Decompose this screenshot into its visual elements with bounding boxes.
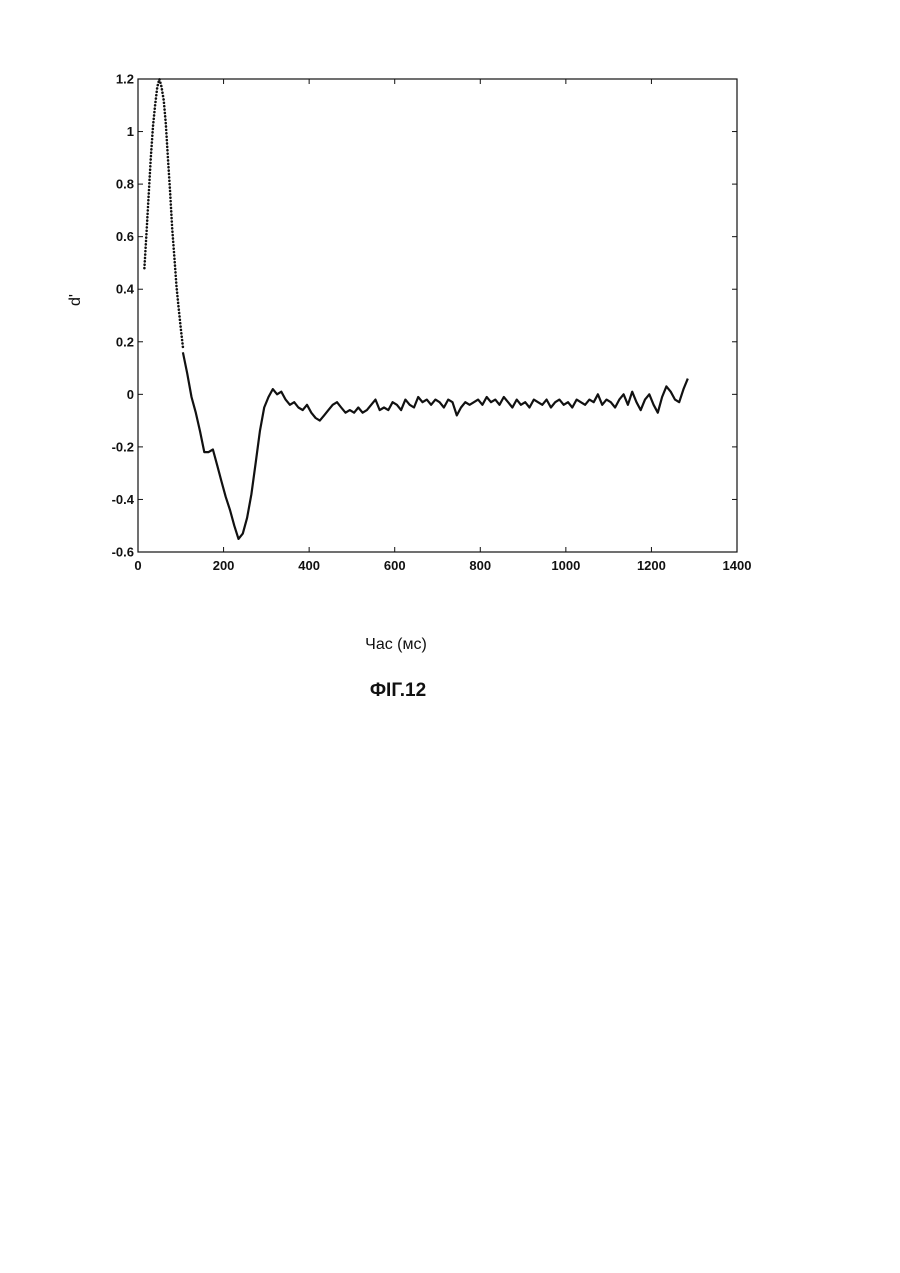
y-tick-label: 1.2	[116, 72, 134, 87]
figure-caption: ФІГ.12	[370, 680, 426, 701]
y-tick-label: -0.4	[112, 492, 135, 507]
x-tick-label: 1400	[723, 558, 752, 573]
x-tick-label: 600	[384, 558, 406, 573]
y-tick-label: -0.2	[112, 439, 134, 454]
y-tick-label: 0	[127, 387, 134, 402]
y-tick-label: 0.2	[116, 334, 134, 349]
y-axis: -0.6 -0.4 -0.2 0 0.2 0.4 0.6 0.8 1 1.2	[112, 72, 737, 560]
series-group	[144, 79, 687, 539]
series-line-1	[144, 79, 183, 347]
x-tick-label: 200	[213, 558, 235, 573]
y-tick-label: 0.4	[116, 282, 135, 297]
series-line-2	[183, 352, 688, 539]
x-tick-label: 800	[469, 558, 491, 573]
x-axis-label: Час (мс)	[365, 636, 427, 653]
x-tick-label: 1000	[551, 558, 580, 573]
x-tick-label: 400	[298, 558, 320, 573]
y-tick-label: 0.8	[116, 177, 134, 192]
y-tick-label: 1	[127, 124, 134, 139]
x-tick-label: 0	[134, 558, 141, 573]
x-tick-label: 1200	[637, 558, 666, 573]
line-chart: -0.6 -0.4 -0.2 0 0.2 0.4 0.6 0.8 1 1.2 0 200 400 600…	[0, 0, 900, 720]
y-axis-label: d'	[67, 294, 84, 306]
plot-frame	[138, 79, 737, 552]
plot-area: -0.6 -0.4 -0.2 0 0.2 0.4 0.6 0.8 1 1.2 0 200 400 600…	[112, 72, 752, 574]
y-tick-label: 0.6	[116, 229, 134, 244]
y-tick-label: -0.6	[112, 545, 134, 560]
